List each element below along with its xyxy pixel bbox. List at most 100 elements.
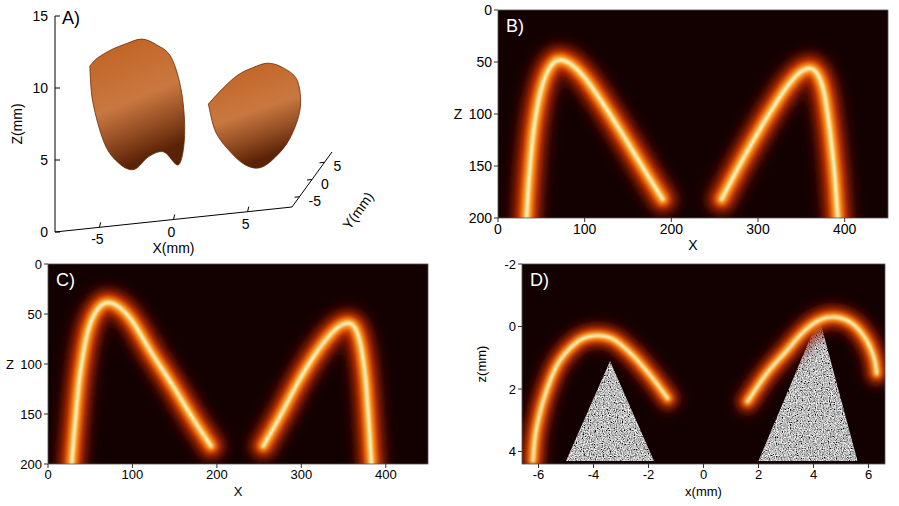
tick-label: 0	[44, 467, 51, 482]
plot-frame	[498, 10, 888, 218]
panel-letter: C)	[56, 270, 75, 290]
ridge-glow	[722, 68, 838, 218]
tick	[174, 215, 175, 220]
ridge-line	[533, 336, 668, 461]
tick-label: 100	[573, 221, 597, 237]
tick	[99, 222, 100, 227]
ridge-glow	[533, 336, 668, 461]
tick	[44, 414, 48, 415]
tick	[518, 326, 522, 327]
axis-title: Z	[6, 357, 14, 372]
axis-title: x(mm)	[685, 484, 722, 499]
tick-label: 2	[755, 467, 762, 482]
tick-label: 200	[660, 221, 684, 237]
tick-label: -2	[643, 467, 655, 482]
tick-label: 2	[509, 382, 516, 397]
plot-frame	[48, 264, 428, 464]
tick-label: 400	[375, 467, 397, 482]
ridge-line	[263, 323, 371, 464]
tick-label: 15	[32, 8, 48, 24]
ridge-glow	[72, 303, 211, 464]
axis-title: z(mm)	[474, 346, 489, 383]
tick-label: 300	[290, 467, 312, 482]
tick-label: -2	[504, 257, 516, 272]
ridge-glow	[527, 60, 663, 218]
tick-label: 100	[20, 357, 42, 372]
tick-label: -5	[91, 231, 104, 247]
ridge-glow	[263, 323, 371, 464]
plot-area	[533, 317, 877, 461]
ridge-line	[72, 303, 211, 464]
ridge-glow	[748, 317, 877, 402]
ridge-glow	[263, 323, 371, 464]
ridge-line	[748, 317, 877, 402]
ridge-glow	[263, 323, 371, 464]
tick	[494, 218, 498, 219]
ridge-glow	[722, 68, 838, 218]
tick-label: 4	[509, 444, 516, 459]
tick-label: 0	[509, 319, 516, 334]
tick-label: 5	[242, 216, 250, 232]
tick-label: 200	[20, 457, 42, 472]
tick	[494, 166, 498, 167]
tick-label: 0	[40, 224, 48, 240]
z-axis	[55, 16, 56, 232]
tick	[44, 264, 48, 265]
tick-label: 6	[865, 467, 872, 482]
tick	[44, 464, 48, 465]
tick-label: 150	[469, 158, 493, 174]
plot-frame	[522, 264, 885, 464]
tick-label: 0	[484, 2, 492, 18]
plot-area	[527, 60, 838, 218]
panel-2d: 0100200300400050100150200XZC)	[6, 257, 428, 499]
axis-title: X	[688, 237, 698, 253]
panel-letter: D)	[530, 270, 549, 290]
tick	[55, 16, 60, 17]
tick	[248, 207, 249, 212]
tick-label: 0	[321, 176, 329, 192]
panel-3d: 051015-505-505Z(mm)X(mm)Y(mm)A)	[9, 8, 377, 256]
panel-letter: A)	[62, 8, 80, 28]
ridge-glow	[748, 317, 877, 402]
tick-label: 5	[334, 158, 342, 174]
tick	[55, 232, 60, 233]
ridge-glow	[722, 68, 838, 218]
plot-background	[498, 10, 888, 218]
figure: 051015-505-505Z(mm)X(mm)Y(mm)A)010020030…	[0, 0, 899, 506]
plot-background	[48, 264, 428, 464]
panel-2d: -6-4-20246-2024x(mm)z(mm)D)	[474, 257, 885, 499]
ridge-glow	[72, 303, 211, 464]
tick-label: 400	[833, 221, 857, 237]
tick-label: 300	[746, 221, 770, 237]
ridge-line	[722, 68, 838, 218]
tick-label: 50	[28, 307, 42, 322]
ridge-glow	[527, 60, 663, 218]
ridge-glow	[748, 317, 877, 402]
ridge-line	[527, 60, 663, 218]
tick	[320, 162, 325, 164]
tick	[55, 88, 60, 89]
plot-background	[522, 264, 885, 464]
ridge-glow	[533, 336, 668, 461]
tick-label: 0	[700, 467, 707, 482]
tick	[494, 10, 498, 11]
panel-letter: B)	[506, 16, 524, 36]
ridge-glow	[263, 323, 371, 464]
axis-title: X	[234, 484, 243, 499]
tick-label: 50	[476, 54, 492, 70]
tick-label: -5	[309, 193, 322, 209]
tick-label: 4	[810, 467, 817, 482]
tick-label: 200	[469, 210, 493, 226]
tick	[295, 196, 300, 198]
tick-label: -6	[533, 467, 545, 482]
ridge-glow	[72, 303, 211, 464]
tick-label: 5	[40, 152, 48, 168]
tick	[518, 389, 522, 390]
tick-label: 0	[494, 221, 502, 237]
surface-blob	[208, 63, 300, 168]
tick-label: 100	[122, 467, 144, 482]
ridge-glow	[533, 336, 668, 461]
tick-label: 0	[35, 257, 42, 272]
panel-2d: 0100200300400050100150200XZB)	[454, 2, 888, 253]
surface-blob	[90, 39, 185, 170]
